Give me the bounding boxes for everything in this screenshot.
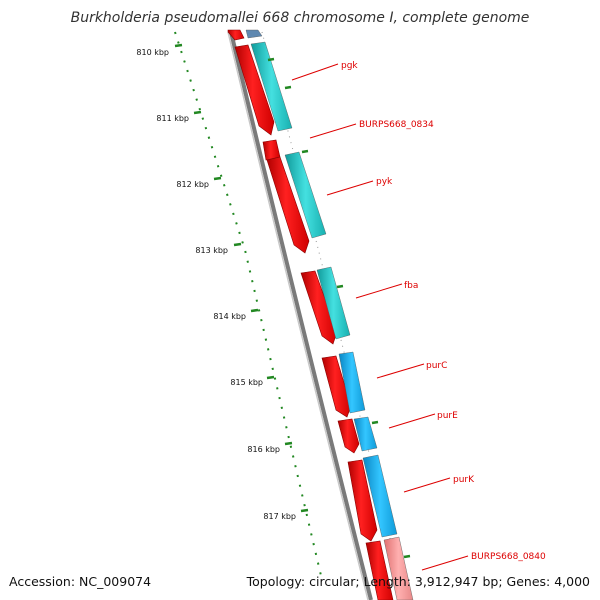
feature-tick — [336, 284, 344, 289]
genome-backbone-highlight — [227, 31, 369, 600]
scale-ruler-dots — [174, 31, 323, 581]
gene-labels: pgk BURPS668_0834 pyk fba purC purE purK… — [341, 61, 546, 562]
feature-tick — [403, 554, 411, 559]
feature-tick — [371, 420, 379, 425]
feature-tick-marks — [267, 57, 411, 559]
leader-line — [326, 180, 374, 196]
gene-feature-pgk — [234, 44, 275, 136]
orf-feature-5 — [353, 416, 378, 452]
orf-feature-2 — [284, 151, 327, 239]
gene-feature-purE — [337, 418, 360, 454]
gene-label-BURPS668_0834[interactable]: BURPS668_0834 — [359, 120, 434, 130]
ruler-tick — [266, 375, 275, 380]
ruler-tick — [193, 110, 202, 115]
gene-label-purC[interactable]: purC — [426, 361, 447, 371]
ruler-label: 810 kbp — [136, 48, 169, 57]
gene-feature-pyk — [266, 156, 310, 254]
accession-label: Accession: NC_009074 — [9, 574, 152, 589]
leader-line — [291, 63, 339, 81]
ruler-tick — [250, 308, 259, 313]
leader-line — [388, 413, 436, 429]
gene-feature-purC — [321, 355, 352, 418]
orf-feature-6 — [362, 454, 398, 538]
feature-tick — [284, 85, 292, 90]
leader-line — [403, 477, 451, 493]
ruler-label: 815 kbp — [230, 378, 263, 387]
orf-feature-7 — [383, 536, 414, 600]
gene-label-fba[interactable]: fba — [404, 281, 418, 291]
leader-line — [376, 363, 425, 379]
leader-line — [421, 555, 469, 571]
gene-feature-purK — [347, 459, 378, 542]
ruler-label: 814 kbp — [213, 312, 246, 321]
ruler-ticks — [174, 43, 309, 513]
gene-label-purK[interactable]: purK — [453, 475, 475, 485]
ruler-label: 812 kbp — [176, 180, 209, 189]
gene-label-pgk[interactable]: pgk — [341, 61, 358, 71]
ruler-tick — [300, 508, 309, 513]
forward-cds-track — [227, 29, 394, 600]
orf-feature-top-clip — [245, 29, 263, 39]
feature-tick — [267, 57, 275, 62]
gene-label-BURPS668_0840[interactable]: BURPS668_0840 — [471, 552, 546, 562]
gene-feature-BURPS668_0834 — [262, 139, 281, 161]
genome-backbone — [229, 31, 373, 600]
ruler-label: 811 kbp — [156, 114, 189, 123]
ruler-label: 816 kbp — [247, 445, 280, 454]
ruler-tick — [284, 441, 293, 446]
genome-stats-label: Topology: circular; Length: 3,912,947 bp… — [246, 574, 590, 589]
map-title: Burkholderia pseudomallei 668 chromosome… — [70, 10, 530, 26]
orf-feature-3 — [316, 266, 351, 340]
gene-label-pyk[interactable]: pyk — [376, 177, 393, 187]
leader-line — [309, 123, 357, 139]
ruler-label: 813 kbp — [195, 246, 228, 255]
ruler-tick — [233, 242, 242, 247]
gene-feature-BURPS668_0840 — [365, 540, 394, 600]
leader-line — [355, 283, 403, 299]
gene-label-purE[interactable]: purE — [437, 411, 458, 421]
orf-feature-4 — [338, 351, 366, 414]
feature-tick — [301, 149, 309, 154]
ruler-tick — [213, 176, 222, 181]
gene-feature-fba — [300, 270, 338, 345]
ruler-tick — [174, 43, 183, 48]
ruler-label: 817 kbp — [263, 512, 296, 521]
orf-feature-1 — [250, 41, 293, 132]
gene-feature-top-clip — [227, 29, 245, 41]
orf-track — [245, 29, 414, 600]
ruler-labels: 810 kbp 811 kbp 812 kbp 813 kbp 814 kbp … — [136, 48, 296, 521]
gene-label-leaders — [291, 63, 469, 571]
